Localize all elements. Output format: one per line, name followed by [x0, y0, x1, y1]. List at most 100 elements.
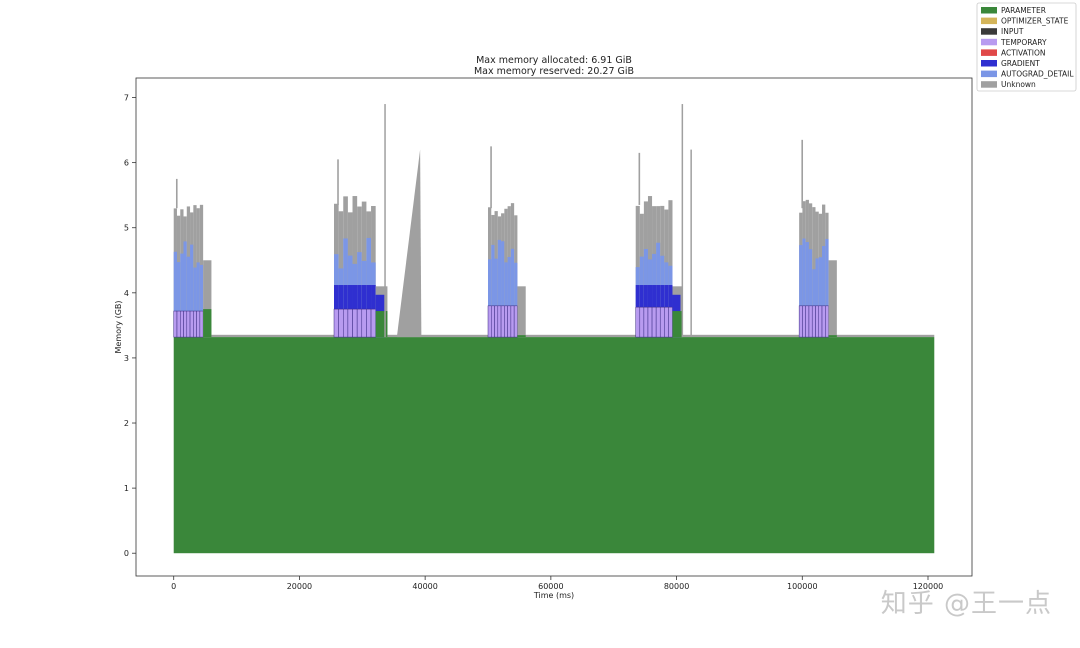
temporary-segment: [491, 305, 495, 338]
legend-swatch: [981, 7, 997, 14]
temporary-segment: [173, 310, 178, 338]
tail-parameter: [203, 309, 212, 338]
y-tick-label: 5: [124, 224, 129, 233]
legend-entry: PARAMETER: [1001, 6, 1046, 15]
y-tick-label: 7: [124, 94, 129, 103]
temporary-segment: [504, 305, 508, 338]
autograd-detail-segment: [507, 256, 511, 338]
tail-unknown: [203, 260, 212, 338]
memory-spike: [384, 104, 386, 338]
chart-title-line-2: Max memory reserved: 20.27 GiB: [474, 66, 634, 77]
temporary-segment: [361, 308, 367, 338]
y-tick-label: 2: [124, 419, 129, 428]
autograd-detail-segment: [497, 239, 502, 338]
temporary-segment: [651, 306, 657, 338]
autograd-detail-segment: [491, 244, 495, 338]
x-axis-label: Time (ms): [533, 591, 574, 600]
memory-wedge: [396, 149, 422, 338]
temporary-segment: [186, 310, 191, 338]
temporary-segment: [370, 308, 376, 338]
unknown-baseline-band: [173, 334, 935, 338]
temporary-segment: [193, 310, 197, 338]
iteration-block-2: [333, 159, 388, 338]
temporary-segment: [798, 305, 803, 338]
peak-spike: [337, 159, 339, 205]
peak-spike: [175, 178, 178, 209]
autograd-detail-segment: [799, 245, 803, 338]
autograd-detail-segment: [815, 258, 819, 338]
temporary-segment: [802, 305, 806, 338]
iteration-block-5: [798, 139, 837, 338]
temporary-segment: [664, 306, 669, 338]
y-tick-label: 4: [124, 289, 129, 298]
autograd-detail-segment: [186, 256, 191, 338]
temporary-segment: [183, 310, 188, 338]
legend-entry: INPUT: [1001, 27, 1024, 36]
legend-entry: OPTIMIZER_STATE: [1001, 17, 1069, 26]
autograd-detail-segment: [190, 244, 194, 338]
temporary-segment: [805, 305, 810, 338]
tail-unknown: [517, 286, 526, 338]
x-tick-label: 80000: [664, 582, 689, 591]
legend-swatch: [981, 28, 997, 35]
peak-spike: [801, 139, 804, 209]
memory-spike: [690, 149, 692, 338]
temporary-segment: [180, 310, 184, 338]
temporary-segment: [811, 305, 816, 338]
autograd-detail-segment: [805, 242, 809, 338]
memory-spike: [681, 104, 684, 338]
y-axis: 0 1 2 3 4 5 6 7: [124, 94, 136, 558]
tail-parameter: [672, 311, 683, 338]
temporary-segment: [643, 306, 649, 338]
temporary-segment: [659, 306, 665, 338]
temporary-segment: [347, 308, 353, 338]
autograd-detail-segment: [193, 267, 197, 338]
temporary-segment: [487, 305, 492, 338]
temporary-segment: [808, 305, 813, 338]
temporary-segment: [497, 305, 502, 338]
legend-entry: Unknown: [1001, 80, 1036, 89]
x-tick-label: 120000: [913, 582, 944, 591]
temporary-segment: [818, 305, 823, 338]
x-axis: 0 20000 40000 60000 80000 100000 120000: [171, 576, 943, 591]
y-tick-label: 6: [124, 159, 129, 168]
legend-entry: ACTIVATION: [1001, 48, 1046, 57]
temporary-segment: [655, 306, 661, 338]
plot-area: [173, 104, 935, 554]
iteration-block-1: [173, 178, 212, 338]
temporary-segment: [668, 306, 673, 338]
x-tick-label: 0: [171, 582, 176, 591]
temporary-segment: [338, 308, 344, 338]
watermark: 知乎 @王一点: [880, 589, 1052, 619]
y-tick-label: 3: [124, 354, 129, 363]
autograd-detail-segment: [176, 262, 181, 338]
temporary-segment: [356, 308, 363, 338]
legend-entry: AUTOGRAD_DETAIL: [1001, 70, 1074, 79]
temporary-segment: [189, 310, 194, 338]
autograd-detail-segment: [510, 248, 515, 338]
x-tick-label: 20000: [287, 582, 312, 591]
autograd-detail-segment: [802, 238, 806, 338]
temporary-segment: [510, 305, 515, 338]
autograd-detail-segment: [818, 257, 823, 338]
temporary-segment: [507, 305, 512, 338]
temporary-segment: [366, 308, 372, 338]
parameter-area: [173, 337, 935, 554]
x-tick-label: 100000: [787, 582, 818, 591]
temporary-segment: [199, 310, 204, 338]
autograd-detail-segment: [514, 262, 518, 338]
temporary-segment: [333, 308, 339, 338]
autograd-detail-segment: [196, 262, 200, 338]
temporary-segment: [494, 305, 499, 338]
x-tick-label: 60000: [538, 582, 563, 591]
legend-swatch: [981, 60, 997, 67]
legend-swatch: [981, 81, 997, 88]
temporary-segment: [500, 305, 505, 338]
temporary-segment: [343, 308, 349, 338]
legend-frame: [976, 2, 1077, 92]
autograd-detail-segment: [501, 241, 505, 338]
temporary-segment: [647, 306, 653, 338]
x-tick-label: 40000: [412, 582, 437, 591]
